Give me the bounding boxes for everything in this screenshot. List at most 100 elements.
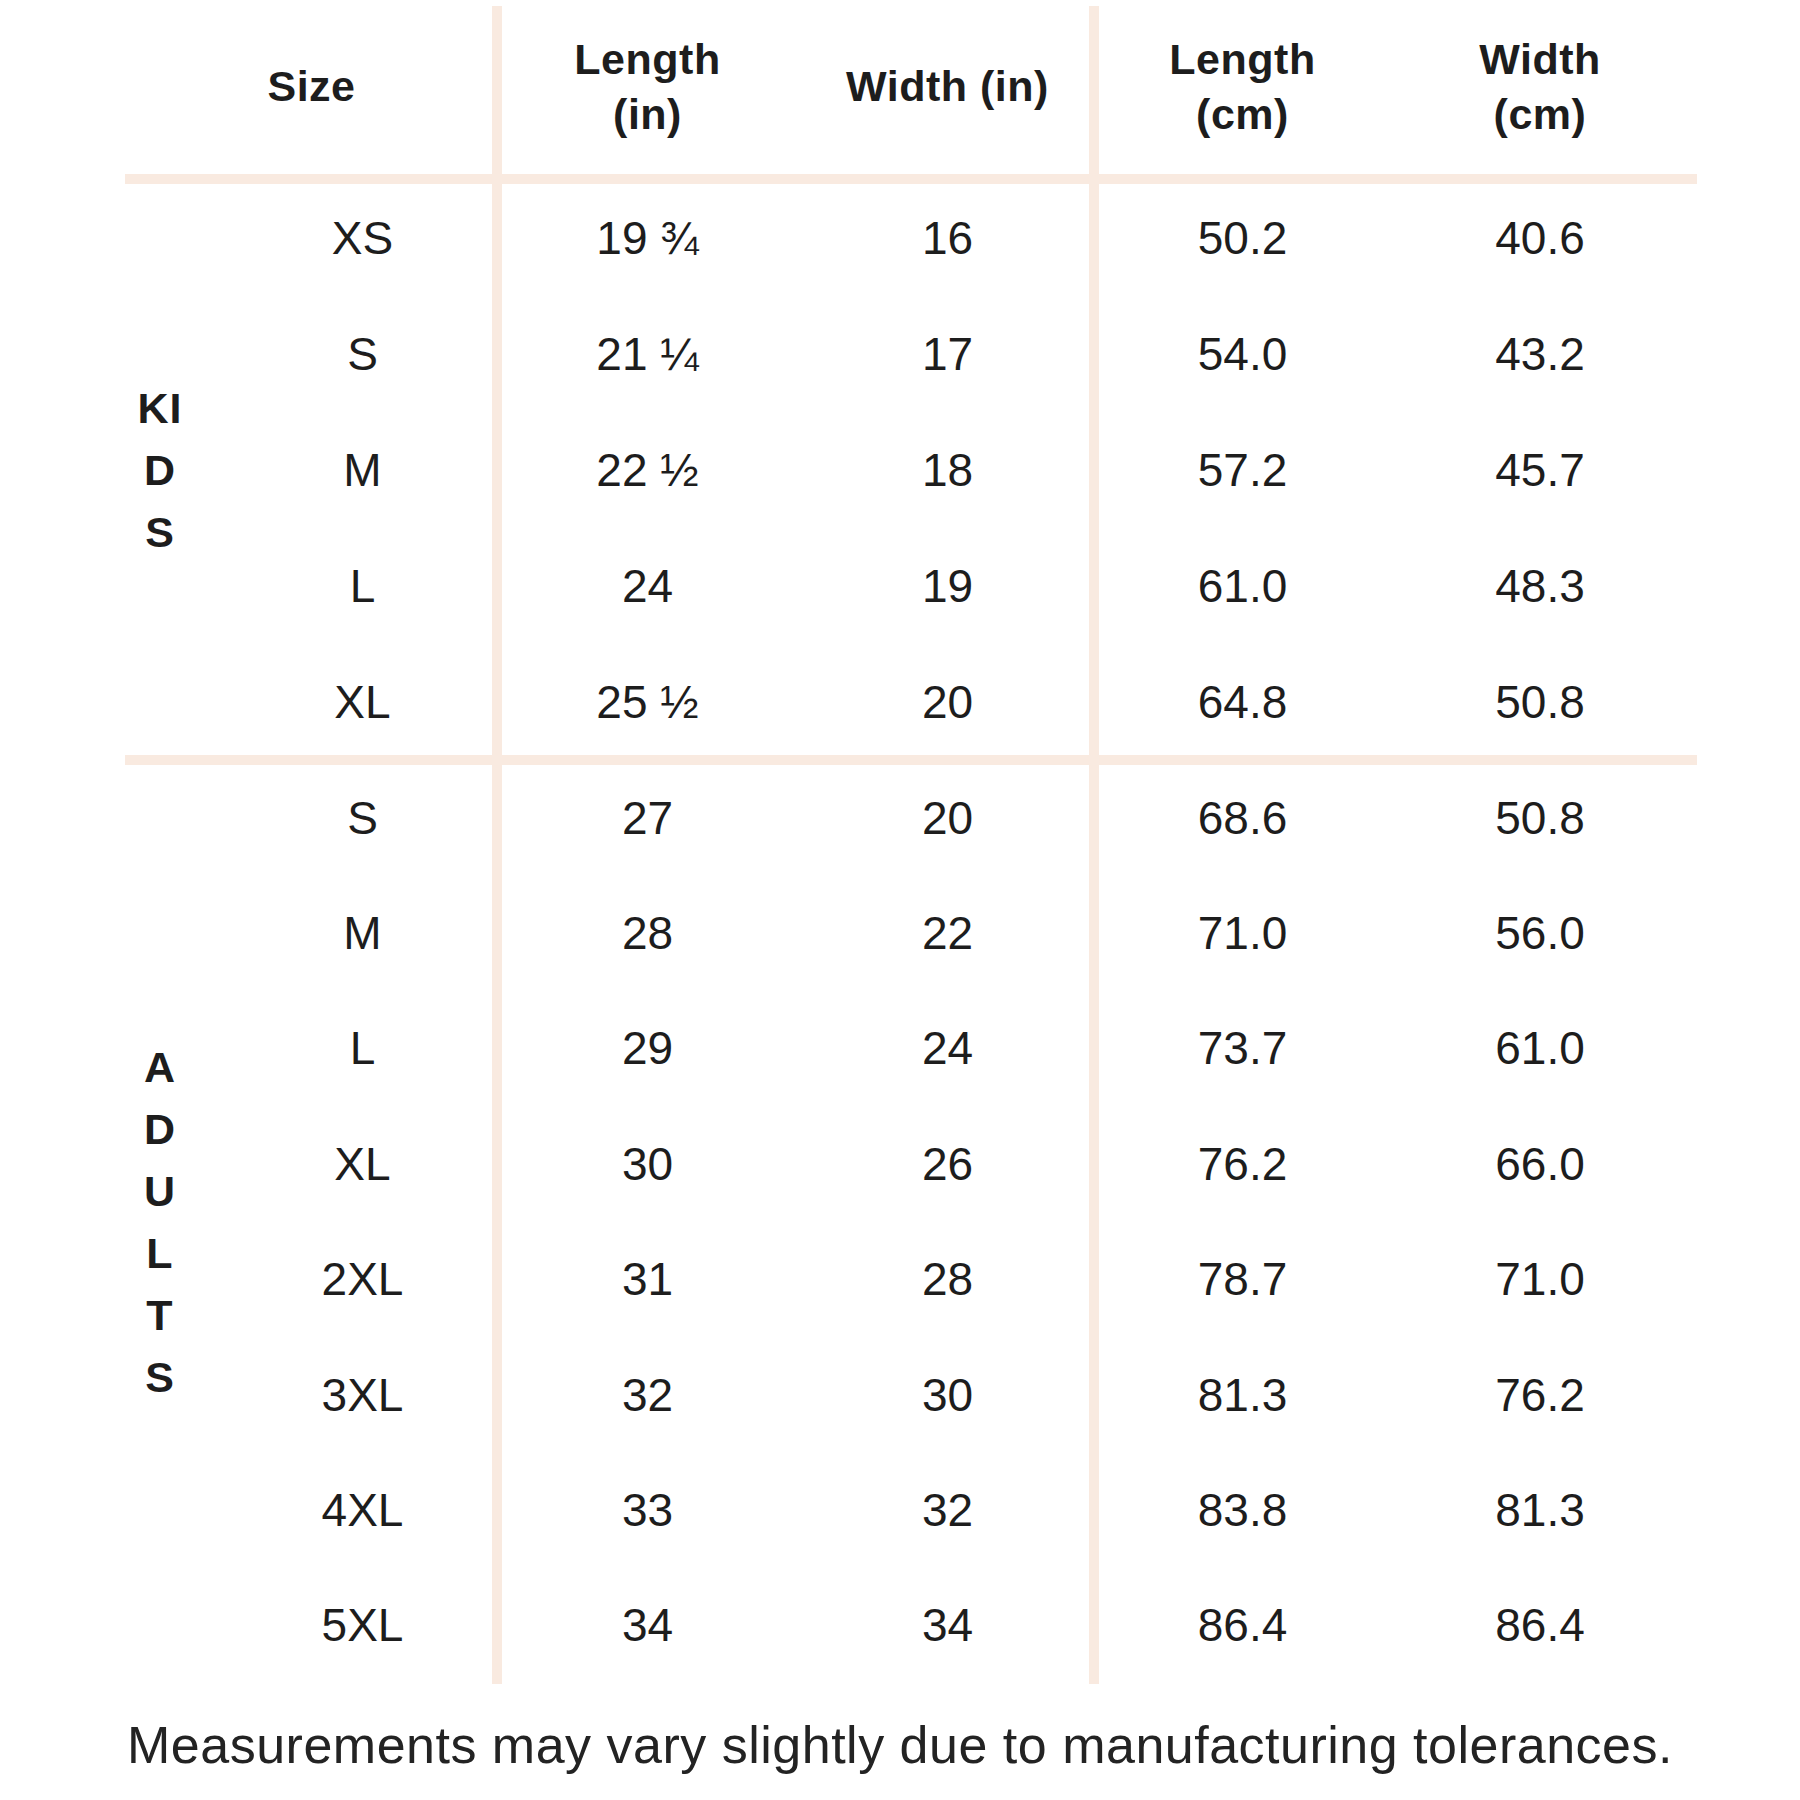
cell-length-cm: 64.8 <box>1095 644 1390 760</box>
cell-length-in: 22 ½ <box>495 412 800 528</box>
group-label-spacer <box>0 412 230 528</box>
cell-width-cm: 43.2 <box>1390 296 1690 412</box>
cell-length-cm: 57.2 <box>1095 412 1390 528</box>
cell-length-cm: 86.4 <box>1095 1568 1390 1683</box>
cell-length-in: 34 <box>495 1568 800 1683</box>
group-label-spacer <box>0 644 230 760</box>
cell-width-cm: 86.4 <box>1390 1568 1690 1683</box>
cell-size: S <box>230 296 495 412</box>
table-row: 3XL323081.376.2 <box>0 1337 1690 1452</box>
table-row: M282271.056.0 <box>0 875 1690 990</box>
cell-size: M <box>230 875 495 990</box>
cell-length-in: 33 <box>495 1452 800 1567</box>
group-label-spacer <box>0 1337 230 1452</box>
cell-length-cm: 71.0 <box>1095 875 1390 990</box>
group-label-spacer <box>0 875 230 990</box>
cell-size: 3XL <box>230 1337 495 1452</box>
cell-length-cm: 61.0 <box>1095 528 1390 644</box>
group-label-spacer <box>0 296 230 412</box>
column-header-size: Size <box>179 0 444 174</box>
cell-width-in: 26 <box>800 1106 1095 1221</box>
cell-size: L <box>230 528 495 644</box>
cell-size: L <box>230 991 495 1106</box>
cell-size: XS <box>230 180 495 296</box>
group-label-spacer <box>0 1106 230 1221</box>
cell-width-in: 32 <box>800 1452 1095 1567</box>
cell-width-cm: 81.3 <box>1390 1452 1690 1567</box>
cell-length-in: 28 <box>495 875 800 990</box>
cell-width-cm: 40.6 <box>1390 180 1690 296</box>
cell-width-in: 34 <box>800 1568 1095 1683</box>
cell-width-in: 19 <box>800 528 1095 644</box>
cell-width-cm: 56.0 <box>1390 875 1690 990</box>
cell-length-cm: 76.2 <box>1095 1106 1390 1221</box>
kids-section: XS19 ¾1650.240.6S21 ¼1754.043.2M22 ½1857… <box>0 180 1690 760</box>
group-label-spacer <box>0 180 230 296</box>
table-row: L241961.048.3 <box>0 528 1690 644</box>
cell-size: M <box>230 412 495 528</box>
group-label-spacer <box>0 991 230 1106</box>
group-label-spacer <box>0 1452 230 1567</box>
cell-width-in: 17 <box>800 296 1095 412</box>
table-row: S272068.650.8 <box>0 760 1690 875</box>
footnote: Measurements may vary slightly due to ma… <box>0 1705 1800 1785</box>
cell-width-cm: 45.7 <box>1390 412 1690 528</box>
cell-length-cm: 68.6 <box>1095 760 1390 875</box>
group-label-spacer <box>0 760 230 875</box>
cell-length-in: 32 <box>495 1337 800 1452</box>
header-row: Size Length (in) Width (in) Length (cm) … <box>0 0 1690 174</box>
table-row: S21 ¼1754.043.2 <box>0 296 1690 412</box>
table-row: XL302676.266.0 <box>0 1106 1690 1221</box>
cell-width-cm: 50.8 <box>1390 760 1690 875</box>
cell-width-in: 16 <box>800 180 1095 296</box>
table-row: XL25 ½2064.850.8 <box>0 644 1690 760</box>
cell-width-cm: 66.0 <box>1390 1106 1690 1221</box>
cell-length-in: 31 <box>495 1222 800 1337</box>
cell-size: 2XL <box>230 1222 495 1337</box>
cell-width-in: 18 <box>800 412 1095 528</box>
cell-width-cm: 48.3 <box>1390 528 1690 644</box>
cell-width-in: 28 <box>800 1222 1095 1337</box>
cell-width-in: 20 <box>800 760 1095 875</box>
cell-width-in: 30 <box>800 1337 1095 1452</box>
table-row: 4XL333283.881.3 <box>0 1452 1690 1567</box>
table-row: 2XL312878.771.0 <box>0 1222 1690 1337</box>
cell-length-cm: 83.8 <box>1095 1452 1390 1567</box>
cell-width-cm: 76.2 <box>1390 1337 1690 1452</box>
group-label-spacer <box>0 528 230 644</box>
cell-length-cm: 73.7 <box>1095 991 1390 1106</box>
kids-group-label: KIDS <box>136 180 184 760</box>
group-label-spacer <box>0 1568 230 1683</box>
cell-size: 5XL <box>230 1568 495 1683</box>
cell-width-cm: 71.0 <box>1390 1222 1690 1337</box>
table-row: L292473.761.0 <box>0 991 1690 1106</box>
size-chart-table: Size Length (in) Width (in) Length (cm) … <box>0 0 1800 1800</box>
cell-size: S <box>230 760 495 875</box>
cell-length-in: 29 <box>495 991 800 1106</box>
adults-section: S272068.650.8M282271.056.0L292473.761.0X… <box>0 760 1690 1683</box>
column-header-width-in: Width (in) <box>800 0 1095 174</box>
table-row: M22 ½1857.245.7 <box>0 412 1690 528</box>
cell-width-cm: 61.0 <box>1390 991 1690 1106</box>
cell-length-in: 24 <box>495 528 800 644</box>
cell-length-in: 21 ¼ <box>495 296 800 412</box>
cell-size: XL <box>230 1106 495 1221</box>
table-row: 5XL343486.486.4 <box>0 1568 1690 1683</box>
cell-length-in: 25 ½ <box>495 644 800 760</box>
cell-length-cm: 54.0 <box>1095 296 1390 412</box>
table-row: XS19 ¾1650.240.6 <box>0 180 1690 296</box>
cell-length-cm: 50.2 <box>1095 180 1390 296</box>
cell-length-in: 19 ¾ <box>495 180 800 296</box>
column-header-length-in: Length (in) <box>495 0 800 174</box>
cell-width-in: 24 <box>800 991 1095 1106</box>
cell-length-in: 27 <box>495 760 800 875</box>
cell-length-cm: 81.3 <box>1095 1337 1390 1452</box>
cell-size: 4XL <box>230 1452 495 1567</box>
cell-width-in: 20 <box>800 644 1095 760</box>
cell-length-cm: 78.7 <box>1095 1222 1390 1337</box>
cell-width-in: 22 <box>800 875 1095 990</box>
column-header-length-cm: Length (cm) <box>1095 0 1390 174</box>
cell-size: XL <box>230 644 495 760</box>
adults-group-label: ADULTS <box>136 760 184 1683</box>
column-header-width-cm: Width (cm) <box>1390 0 1690 174</box>
